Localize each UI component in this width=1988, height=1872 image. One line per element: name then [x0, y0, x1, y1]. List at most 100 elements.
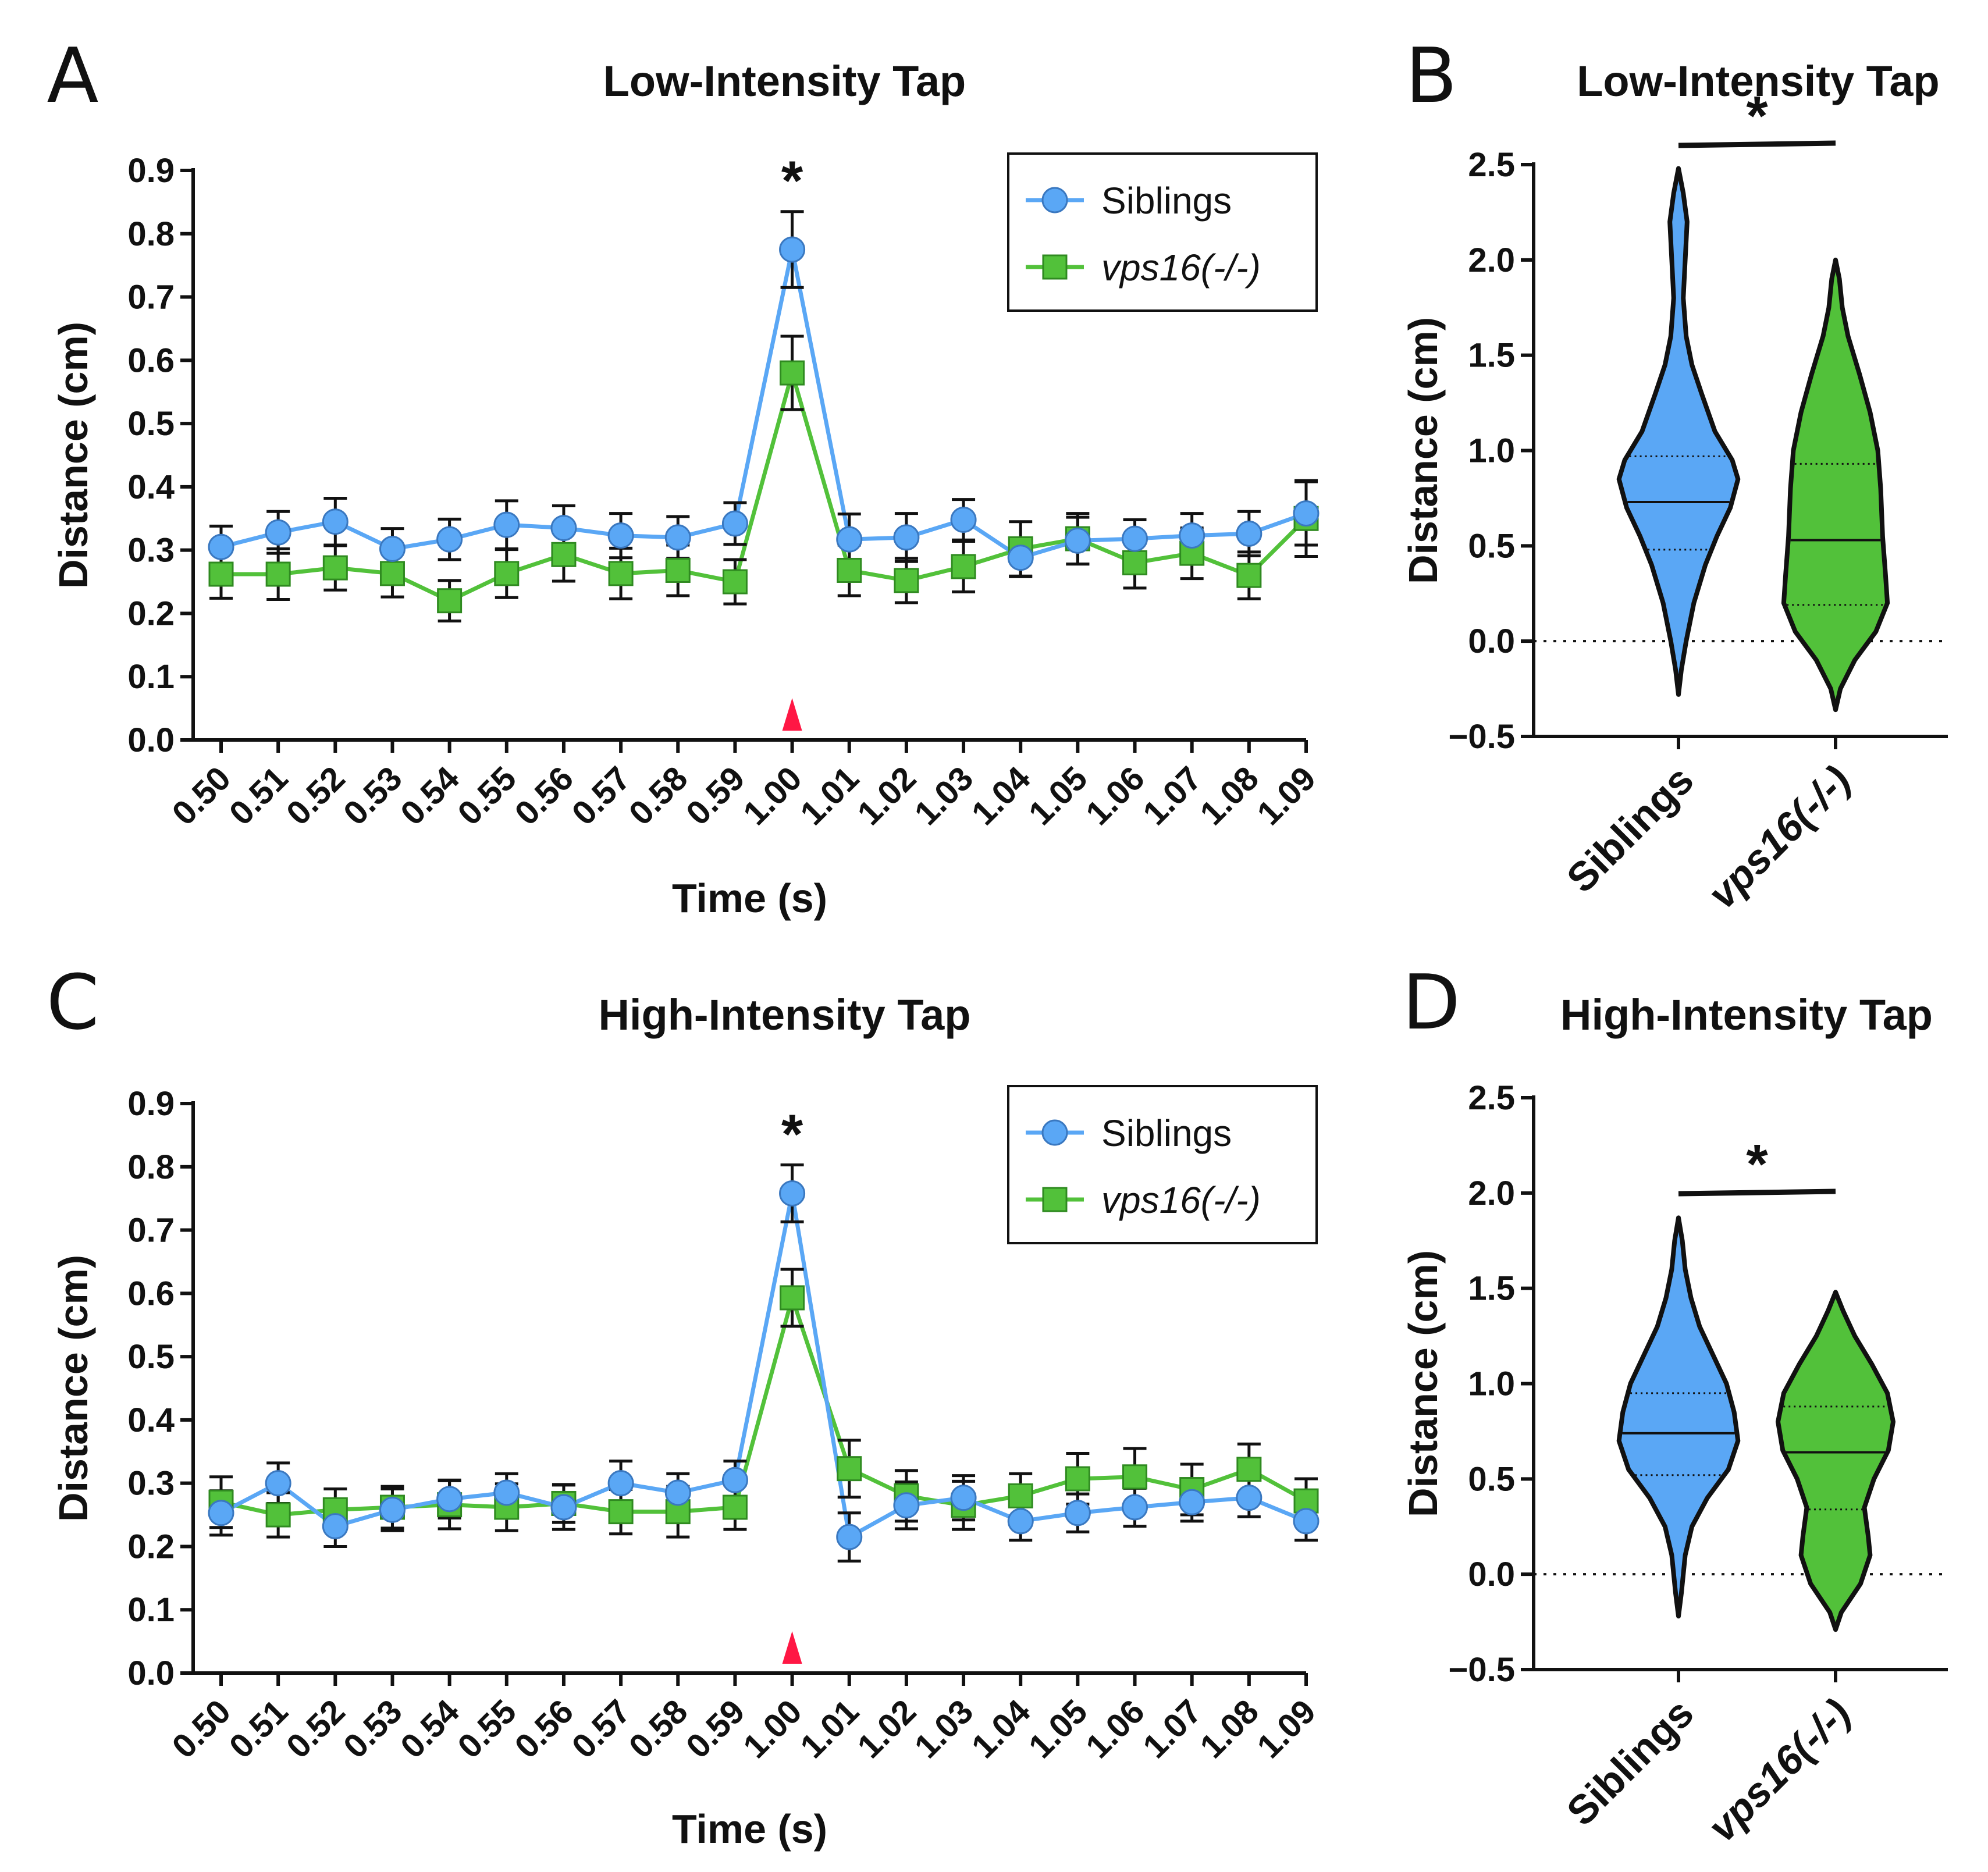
- mutant-point: [894, 568, 919, 593]
- siblings-point: [836, 1524, 863, 1550]
- siblings-point: [379, 1496, 406, 1523]
- chart-title: High-Intensity Tap: [599, 991, 971, 1039]
- y-tick-label: 0.7: [127, 1212, 175, 1250]
- x-tick-label: 0.50: [165, 759, 238, 832]
- y-tick-label: 0.6: [127, 1275, 175, 1312]
- siblings-point: [721, 1467, 748, 1493]
- x-tick-label: 1.09: [1250, 759, 1323, 832]
- x-tick-label: 1.08: [1193, 1692, 1266, 1766]
- x-tick-label: 1.09: [1250, 1692, 1323, 1766]
- y-tick-label: 0.1: [127, 658, 175, 696]
- siblings-point: [436, 1486, 463, 1512]
- significance-star: *: [781, 150, 803, 212]
- siblings-point: [664, 1479, 691, 1506]
- y-tick-label: 1.5: [1468, 337, 1515, 375]
- legend-mutant-marker: [1042, 1187, 1068, 1212]
- mutant-point: [722, 1494, 748, 1520]
- siblings-point: [779, 236, 806, 263]
- siblings-point: [1179, 522, 1205, 549]
- legend-box: [1007, 152, 1318, 312]
- y-tick-label: 2.5: [1468, 146, 1515, 184]
- y-tick-label: 0.5: [127, 1338, 175, 1376]
- x-tick-label: 1.08: [1193, 759, 1266, 832]
- panel-letter: B: [1405, 31, 1457, 120]
- mutant-point: [608, 1499, 634, 1525]
- siblings-point: [950, 1485, 977, 1511]
- siblings-point: [379, 535, 406, 562]
- x-axis-label: Time (s): [672, 1806, 827, 1852]
- x-tick-label: 0.57: [565, 759, 638, 832]
- y-tick-label: 0.9: [127, 1085, 175, 1123]
- mutant-violin: [1776, 1290, 1895, 1632]
- x-tick-label: 1.00: [736, 1692, 809, 1766]
- x-tick-label: 0.59: [679, 759, 752, 832]
- siblings-point: [893, 524, 920, 551]
- mutant-point: [437, 588, 463, 614]
- x-tick-label: 0.56: [507, 759, 581, 832]
- x-category-label: Siblings: [1558, 757, 1702, 901]
- mutant-violin: [1781, 257, 1890, 713]
- x-axis-label: Time (s): [672, 876, 827, 921]
- stimulus-arrow-icon: [782, 698, 802, 731]
- y-tick-label: 0.0: [1468, 622, 1515, 660]
- legend-mutant-label: vps16(-/-): [1101, 247, 1261, 289]
- siblings-point: [208, 1500, 234, 1526]
- mutant-point: [265, 561, 291, 587]
- mutant-point: [780, 1285, 805, 1311]
- mutant-point: [1236, 563, 1262, 588]
- x-tick-label: 1.06: [1079, 759, 1152, 832]
- panel-letter: A: [47, 31, 99, 120]
- siblings-point: [1122, 525, 1148, 552]
- mutant-point: [837, 557, 862, 583]
- y-tick-label: 0.2: [127, 595, 175, 632]
- x-tick-label: 0.57: [565, 1692, 638, 1766]
- siblings-point: [607, 1470, 634, 1497]
- legend-siblings-marker: [1041, 187, 1068, 213]
- y-axis-label: Distance (cm): [1400, 1250, 1446, 1517]
- x-tick-label: 1.07: [1136, 1692, 1209, 1766]
- x-tick-label: 1.02: [850, 1692, 923, 1766]
- legend-box: [1007, 1085, 1318, 1244]
- y-tick-label: 0.8: [127, 1148, 175, 1186]
- y-tick-label: 0.3: [127, 1465, 175, 1503]
- siblings-point: [436, 526, 463, 553]
- x-tick-label: 0.54: [393, 759, 467, 832]
- siblings-point: [1293, 1508, 1320, 1535]
- mutant-point: [551, 542, 577, 567]
- siblings-point: [265, 1470, 291, 1497]
- significance-star: *: [781, 1104, 803, 1166]
- x-category-label: vps16(-/-): [1699, 1690, 1859, 1850]
- legend-siblings-label: Siblings: [1101, 180, 1232, 222]
- mutant-point: [265, 1502, 291, 1528]
- siblings-point: [493, 1479, 520, 1506]
- siblings-violin: [1616, 166, 1741, 697]
- y-tick-label: 0.5: [127, 405, 175, 443]
- y-tick-label: 0.7: [127, 279, 175, 316]
- chart-title: Low-Intensity Tap: [603, 57, 966, 105]
- siblings-point: [322, 508, 348, 535]
- x-tick-label: 1.00: [736, 759, 809, 832]
- siblings-point: [836, 526, 863, 553]
- siblings-point: [607, 522, 634, 549]
- y-tick-label: 0.4: [127, 1401, 175, 1439]
- panel-b: B Low-Intensity Tap −0.5 0.0 0.5 1.0 1.5 2.0 2.5…: [1400, 31, 1948, 917]
- panel-letter: D: [1402, 958, 1460, 1047]
- y-tick-label: 1.0: [1468, 1365, 1515, 1403]
- y-tick-label: 0.3: [127, 532, 175, 570]
- y-tick-label: 0.2: [127, 1528, 175, 1565]
- siblings-point: [1122, 1494, 1148, 1521]
- x-tick-label: 1.04: [965, 1692, 1038, 1766]
- y-tick-label: 0.0: [127, 1654, 175, 1692]
- legend-siblings-label: Siblings: [1101, 1112, 1232, 1154]
- x-category-label: vps16(-/-): [1699, 757, 1859, 917]
- y-tick-label: 1.5: [1468, 1270, 1515, 1308]
- mutant-point: [379, 561, 405, 586]
- mutant-point: [837, 1456, 862, 1482]
- siblings-point: [208, 533, 234, 560]
- y-tick-label: 0.5: [1468, 1460, 1515, 1498]
- siblings-point: [721, 510, 748, 537]
- x-tick-label: 0.59: [679, 1692, 752, 1766]
- x-tick-label: 0.50: [165, 1692, 238, 1766]
- x-tick-label: 0.53: [336, 759, 410, 832]
- x-tick-label: 1.01: [793, 1692, 866, 1766]
